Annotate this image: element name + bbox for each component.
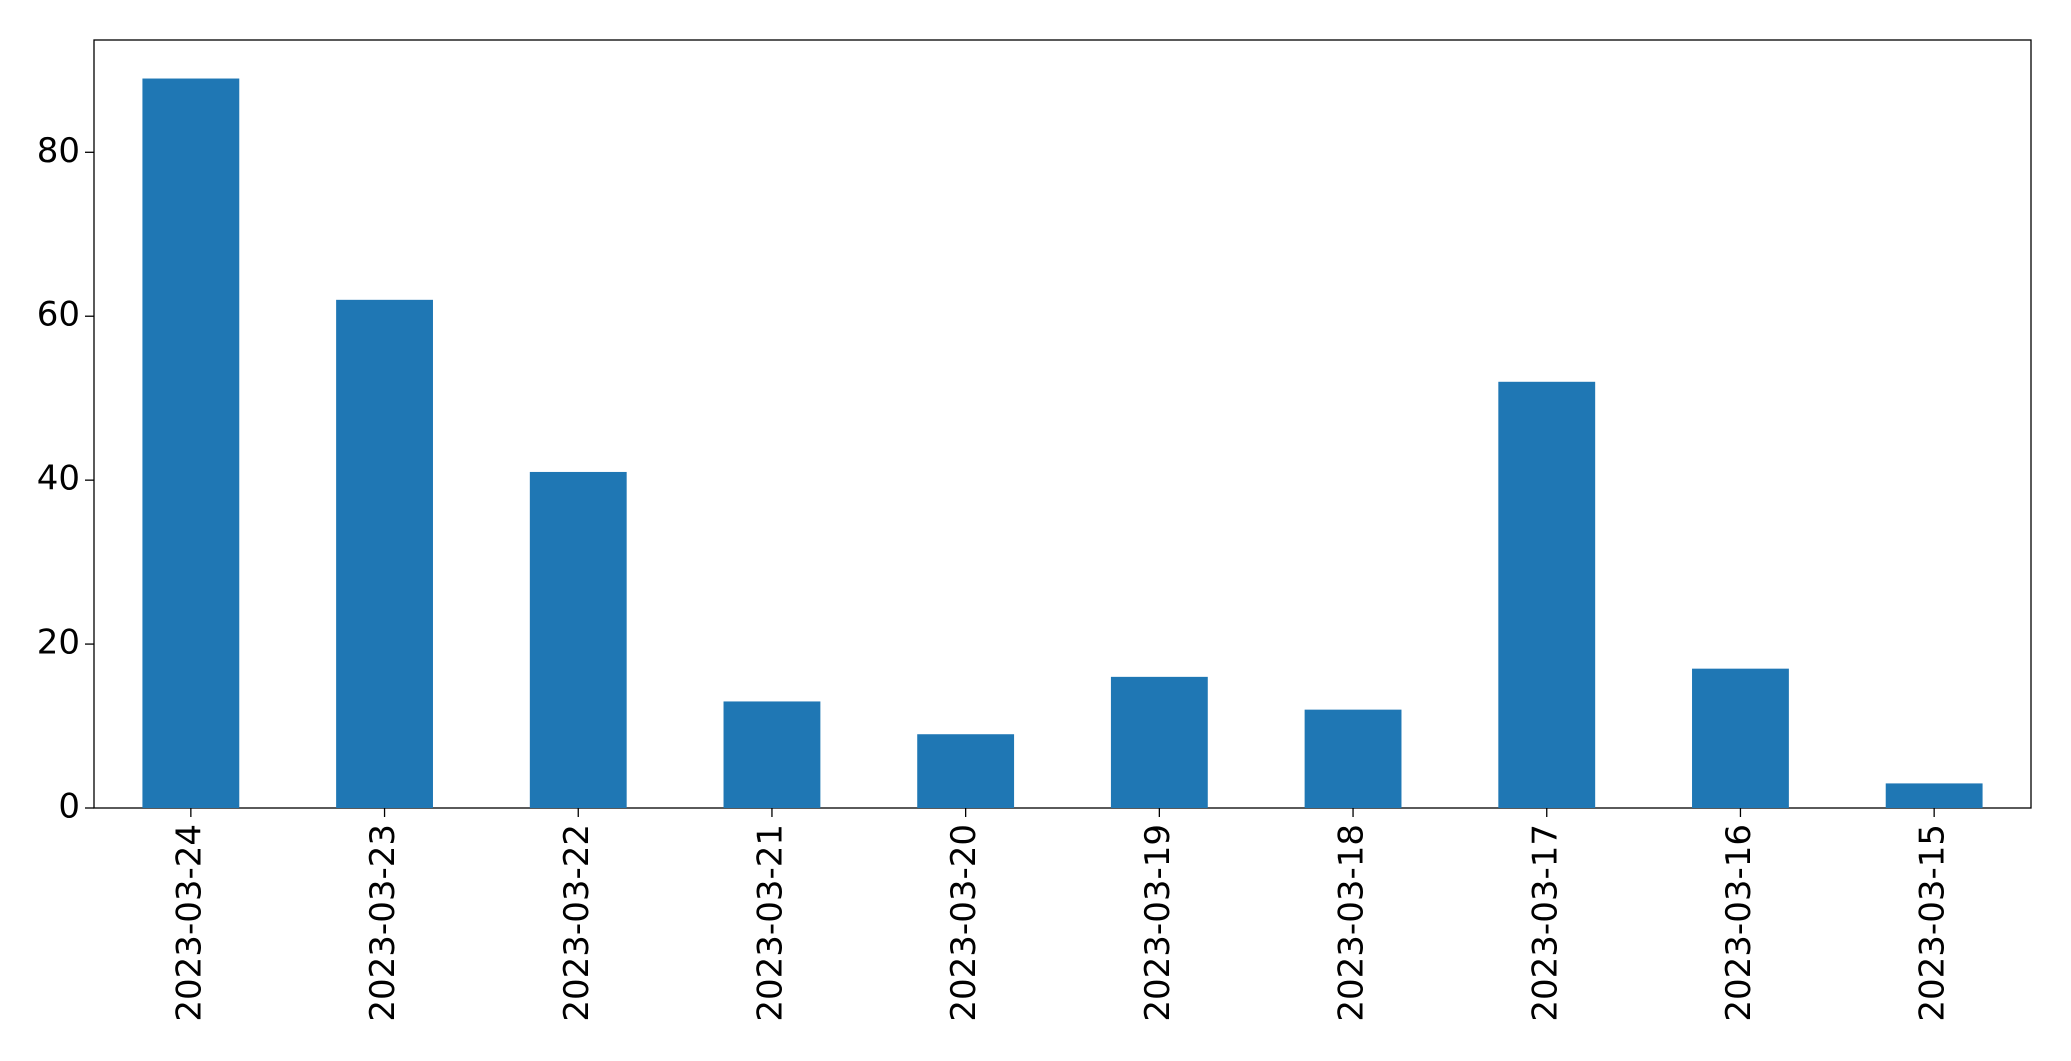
y-tick-label: 80	[37, 131, 80, 171]
x-tick-label: 2023-03-19	[1138, 824, 1178, 1022]
x-tick-label: 2023-03-17	[1525, 824, 1565, 1022]
axes-frame	[93, 39, 2032, 809]
x-tick-label: 2023-03-15	[1913, 824, 1953, 1022]
bar	[1692, 668, 1789, 808]
bar	[1110, 676, 1208, 808]
bar	[917, 734, 1015, 808]
x-tick-label: 2023-03-23	[363, 824, 403, 1022]
y-tick-label: 40	[37, 459, 80, 499]
x-tick-label: 2023-03-24	[169, 824, 209, 1022]
y-tick-label: 0	[58, 787, 80, 827]
bar	[336, 299, 433, 808]
bar	[1498, 381, 1596, 808]
x-tick-label: 2023-03-16	[1719, 824, 1759, 1022]
bar	[529, 471, 627, 808]
bar	[723, 701, 821, 808]
x-tick-label: 2023-03-18	[1332, 824, 1372, 1022]
x-tick-label: 2023-03-20	[944, 824, 984, 1022]
x-tick-label: 2023-03-22	[557, 824, 597, 1022]
bar	[142, 78, 240, 808]
bar	[1885, 783, 1983, 808]
y-tick-label: 60	[37, 295, 80, 335]
x-tick-label: 2023-03-21	[750, 824, 790, 1022]
y-tick-label: 20	[37, 623, 80, 663]
bar	[1304, 709, 1402, 808]
